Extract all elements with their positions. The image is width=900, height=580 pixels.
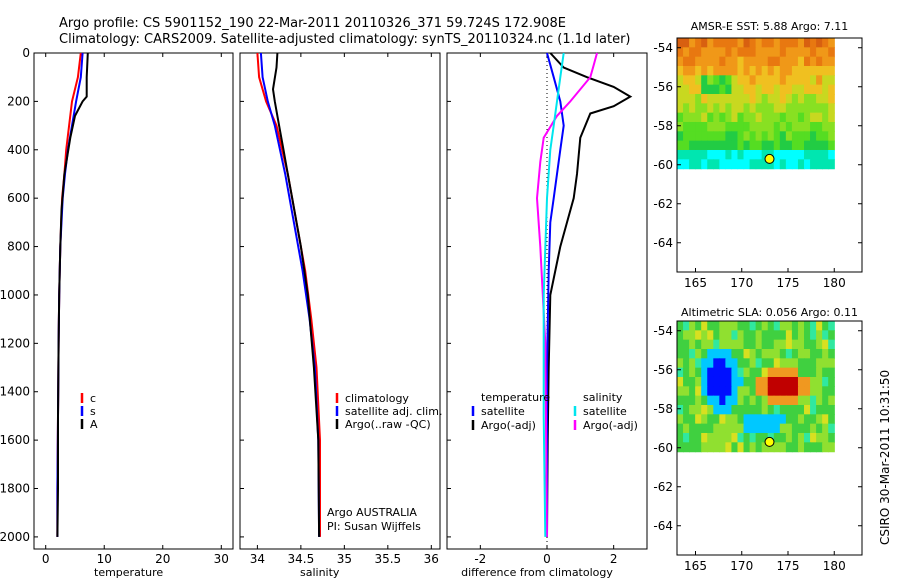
x-tick-label: 0 xyxy=(543,552,551,566)
map-panel-2: Altimetric SLA: 0.056 Argo: 0.11 165 170 17… xyxy=(653,306,863,573)
x-tick-label: 35.5 xyxy=(374,552,401,566)
legend-group-heading: salinity xyxy=(583,391,623,404)
x-tick-label: 175 xyxy=(777,276,800,290)
map-frame xyxy=(676,320,863,556)
series-line-black xyxy=(56,52,89,537)
x-tick-label: 180 xyxy=(823,559,846,573)
profile-panels: 0 10 20 30020040060080010001200140016001800… xyxy=(0,46,648,579)
x-tick-label: 175 xyxy=(777,559,800,573)
x-tick-label: -2 xyxy=(474,552,486,566)
x-tick-label: 36 xyxy=(424,552,439,566)
y-tick-label: 0 xyxy=(22,46,30,60)
legend-label: climatology xyxy=(345,392,409,405)
y-tick-label: 1800 xyxy=(0,482,30,496)
y-tick-label: -58 xyxy=(653,402,673,416)
y-tick-label: -64 xyxy=(653,236,673,250)
y-tick-label: -62 xyxy=(653,480,673,494)
x-tick-label: 165 xyxy=(684,276,707,290)
plot-frame xyxy=(239,52,441,550)
map-panels: AMSR-E SST: 5.88 Argo: 7.11 165 170 175 180 -… xyxy=(653,20,863,573)
annotation-text: PI: Susan Wijffels xyxy=(327,520,421,533)
y-tick-label: -64 xyxy=(653,519,673,533)
y-tick-label: -56 xyxy=(653,363,673,377)
series-line-black xyxy=(271,52,321,537)
annotation-text: Argo AUSTRALIA xyxy=(327,506,417,519)
legend-label: satellite adj. clim. xyxy=(345,405,442,418)
x-tick-label: 34 xyxy=(250,552,265,566)
x-axis-label: salinity xyxy=(300,566,340,579)
x-tick-label: 2 xyxy=(610,552,618,566)
x-tick-label: 170 xyxy=(730,276,753,290)
y-tick-label: -60 xyxy=(653,158,673,172)
x-tick-label: 10 xyxy=(97,552,112,566)
x-tick-label: 170 xyxy=(730,559,753,573)
legend-label: Argo(..raw -QC) xyxy=(345,418,431,431)
y-tick-label: 1400 xyxy=(0,385,30,399)
map-panel-1: AMSR-E SST: 5.88 Argo: 7.11 165 170 175 180 -… xyxy=(653,20,863,290)
y-tick-label: -60 xyxy=(653,441,673,455)
argo-float-marker xyxy=(764,436,775,447)
plot-frame xyxy=(33,52,234,550)
x-tick-label: 35 xyxy=(337,552,352,566)
series-line-cyan xyxy=(542,52,565,537)
x-tick-label: 180 xyxy=(823,276,846,290)
y-tick-label: 1600 xyxy=(0,433,30,447)
y-tick-label: 200 xyxy=(7,94,30,108)
y-tick-label: -62 xyxy=(653,197,673,211)
series-line-red xyxy=(56,52,82,537)
y-tick-label: 1000 xyxy=(0,288,30,302)
figure-title-line1: Argo profile: CS 5901152_190 22-Mar-2011… xyxy=(59,16,566,31)
legend-label: satellite xyxy=(481,405,525,418)
x-axis-label: temperature xyxy=(94,566,163,579)
map-frame xyxy=(676,37,863,273)
series-line-black xyxy=(546,52,633,537)
y-tick-label: 400 xyxy=(7,143,30,157)
y-tick-label: 1200 xyxy=(0,336,30,350)
series-line-magenta xyxy=(535,52,598,537)
legend-label: Argo(-adj) xyxy=(481,419,536,432)
x-tick-label: 165 xyxy=(684,559,707,573)
x-tick-label: 20 xyxy=(155,552,170,566)
legend-label: satellite xyxy=(583,405,627,418)
y-tick-label: -54 xyxy=(653,324,673,338)
y-tick-label: -54 xyxy=(653,41,673,55)
map-title: Altimetric SLA: 0.056 Argo: 0.11 xyxy=(681,306,858,319)
y-tick-label: 800 xyxy=(7,240,30,254)
map-title: AMSR-E SST: 5.88 Argo: 7.11 xyxy=(691,20,849,33)
legend-group-heading: temperature xyxy=(481,391,550,404)
x-tick-label: 30 xyxy=(214,552,229,566)
x-tick-label: 0 xyxy=(42,552,50,566)
legend-label: Argo(-adj) xyxy=(583,419,638,432)
profile-panel-2: 34 34.5 35 35.5 36 salinity climatologysatelli… xyxy=(239,52,442,579)
figure-title-line2: Climatology: CARS2009. Satellite-adjuste… xyxy=(59,32,631,47)
series-line-blue xyxy=(259,52,321,537)
x-tick-label: 34.5 xyxy=(288,552,315,566)
y-tick-label: 2000 xyxy=(0,530,30,544)
x-axis-label: difference from climatology xyxy=(461,566,613,579)
y-tick-label: -56 xyxy=(653,80,673,94)
color-field xyxy=(677,321,835,453)
color-field xyxy=(677,38,835,170)
series-line-red xyxy=(256,52,321,537)
argo-float-marker xyxy=(764,153,775,164)
y-tick-label: -58 xyxy=(653,119,673,133)
timestamp-stamp: CSIRO 30-Mar-2011 10:31:50 xyxy=(878,370,892,545)
y-tick-label: 600 xyxy=(7,191,30,205)
